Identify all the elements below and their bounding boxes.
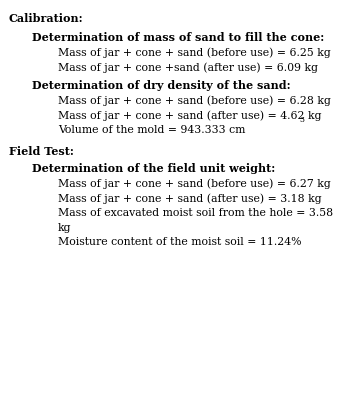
- Text: Mass of jar + cone + sand (after use) = 3.18 kg: Mass of jar + cone + sand (after use) = …: [58, 193, 321, 204]
- Text: Volume of the mold = 943.333 cm: Volume of the mold = 943.333 cm: [58, 125, 245, 135]
- Text: 3: 3: [300, 116, 304, 124]
- Text: Determination of dry density of the sand:: Determination of dry density of the sand…: [32, 80, 290, 91]
- Text: Mass of jar + cone + sand (before use) = 6.25 kg: Mass of jar + cone + sand (before use) =…: [58, 47, 330, 58]
- Text: Mass of jar + cone +sand (after use) = 6.09 kg: Mass of jar + cone +sand (after use) = 6…: [58, 62, 318, 72]
- Text: Mass of excavated moist soil from the hole = 3.58: Mass of excavated moist soil from the ho…: [58, 208, 333, 218]
- Text: Moisture content of the moist soil = 11.24%: Moisture content of the moist soil = 11.…: [58, 237, 301, 247]
- Text: kg: kg: [58, 223, 71, 233]
- Text: Field Test:: Field Test:: [9, 146, 74, 157]
- Text: Determination of the field unit weight:: Determination of the field unit weight:: [32, 163, 275, 174]
- Text: Determination of mass of sand to fill the cone:: Determination of mass of sand to fill th…: [32, 32, 324, 42]
- Text: Mass of jar + cone + sand (after use) = 4.62 kg: Mass of jar + cone + sand (after use) = …: [58, 110, 321, 121]
- Text: Mass of jar + cone + sand (before use) = 6.28 kg: Mass of jar + cone + sand (before use) =…: [58, 96, 331, 106]
- Text: Calibration:: Calibration:: [9, 13, 83, 24]
- Text: Mass of jar + cone + sand (before use) = 6.27 kg: Mass of jar + cone + sand (before use) =…: [58, 179, 330, 189]
